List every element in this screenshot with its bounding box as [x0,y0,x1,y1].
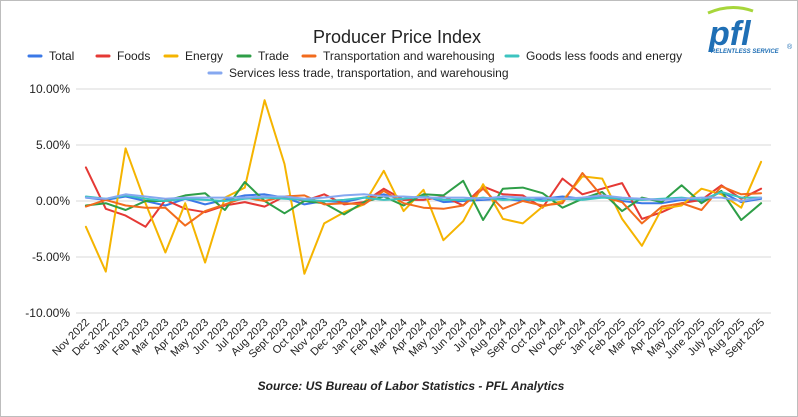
y-tick-label: 10.00% [29,82,70,96]
y-axis-ticks: 10.00% 5.00% 0.00% -5.00% -10.00% [25,82,70,320]
series-lines [84,99,763,275]
logo-registered-mark: ® [787,43,793,51]
source-note: Source: US Bureau of Labor Statistics - … [258,379,565,393]
legend-label-goods-less-foods-and-energy: Goods less foods and energy [526,49,682,63]
legend-label-transportation-and-warehousing: Transportation and warehousing [323,49,495,63]
legend: Total Foods Energy Trade Transportation and … [27,49,682,80]
legend-label-foods: Foods [117,49,150,63]
legend-label-trade: Trade [258,49,289,63]
logo-wordmark: pfl [708,15,752,53]
chart-title: Producer Price Index [313,27,481,47]
y-tick-label: 0.00% [36,194,70,208]
logo-tagline: RELENTLESS SERVICE [711,49,780,55]
y-tick-label: -5.00% [32,250,70,264]
series-line-transportation-and-warehousing [84,172,763,227]
y-tick-label: -10.00% [25,306,70,320]
series-line-services-less-trade-transportation-and-warehousing [84,193,763,202]
series-line-energy [84,99,763,275]
legend-label-total: Total [49,49,74,63]
logo-swoosh [707,6,754,15]
y-tick-label: 5.00% [36,138,70,152]
legend-label-energy: Energy [185,49,223,63]
pfl-logo: pfl RELENTLESS SERVICE ® [707,6,793,55]
legend-label-services-less-trade-transportation-and-warehousing: Services less trade, transportation, and… [229,66,509,80]
